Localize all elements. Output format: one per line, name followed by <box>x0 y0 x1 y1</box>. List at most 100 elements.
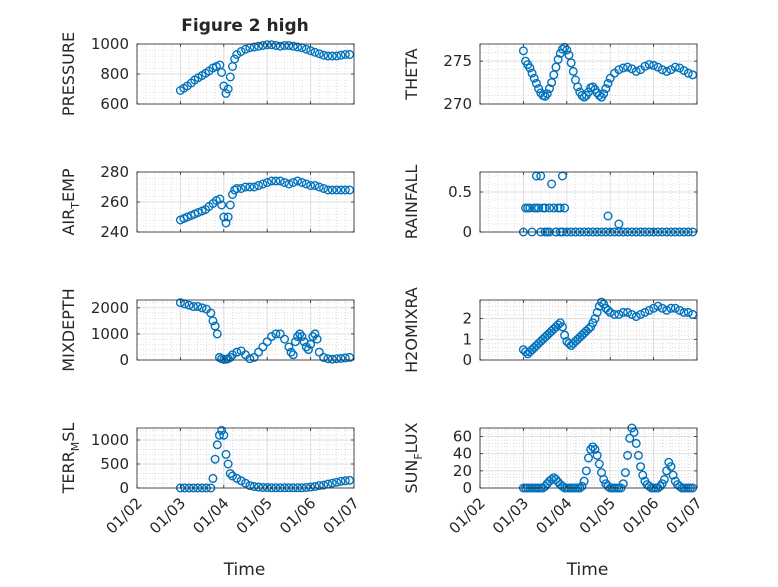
data-point <box>301 342 311 352</box>
subplot-2: 270 275 THETA <box>402 42 698 113</box>
data-point <box>262 177 272 187</box>
y-tick-label: 1000 <box>91 431 129 449</box>
y-axis-label: MIXDEPTH <box>59 288 78 371</box>
data-point <box>555 203 565 213</box>
data-point <box>664 457 674 467</box>
y-axis-label-rest: LUX <box>402 422 421 453</box>
data-point <box>540 203 550 213</box>
data-point <box>679 307 689 317</box>
data-point <box>627 64 637 74</box>
data-point <box>666 303 676 313</box>
axes-box <box>479 43 698 105</box>
data-point <box>208 473 218 483</box>
data-point <box>197 303 207 313</box>
data-point <box>332 354 342 364</box>
data-point <box>227 189 237 199</box>
data-point <box>293 42 303 52</box>
data-point <box>577 481 587 491</box>
data-point <box>271 176 281 186</box>
data-point <box>340 50 350 60</box>
data-point <box>245 354 255 364</box>
subplot-5: 0 1000 2000 MIXDEPTH <box>59 288 355 372</box>
data-point <box>212 329 222 339</box>
data-point <box>657 65 667 75</box>
plot-area <box>137 428 354 488</box>
data-point <box>584 453 594 463</box>
data-point <box>588 82 598 92</box>
data-point <box>603 481 613 491</box>
data-point <box>618 479 628 489</box>
data-point <box>534 84 544 94</box>
data-point <box>657 479 667 489</box>
y-axis-label-rest: SL <box>59 423 78 442</box>
data-point <box>518 46 528 56</box>
y-axis-label: THETA <box>402 48 421 100</box>
data-point <box>288 41 298 51</box>
data-point <box>262 337 272 347</box>
y-axis-label: RAINFALL <box>402 165 421 240</box>
data-point <box>223 459 233 469</box>
data-point <box>566 58 576 68</box>
data-point <box>301 179 311 189</box>
data-point <box>605 307 615 317</box>
data-point <box>688 70 698 80</box>
data-point <box>284 179 294 189</box>
y-tick-label: 0 <box>462 223 472 241</box>
data-point <box>679 66 689 76</box>
data-point <box>688 309 698 319</box>
data-point <box>327 185 337 195</box>
data-series <box>175 176 355 228</box>
data-point <box>336 50 346 60</box>
data-point <box>605 73 615 83</box>
y-axis-label-rest: EMP <box>59 168 78 202</box>
data-point <box>644 481 654 491</box>
data-point <box>271 41 281 51</box>
data-point <box>659 474 669 484</box>
y-axis-label-subscript: M <box>69 442 82 452</box>
y-tick-label: 0 <box>462 479 472 497</box>
data-point <box>240 478 250 488</box>
data-point <box>262 40 272 50</box>
data-point <box>210 454 220 464</box>
data-point <box>310 47 320 57</box>
y-tick-label: 800 <box>100 65 129 83</box>
data-point <box>662 305 672 315</box>
data-point <box>327 478 337 488</box>
data-point <box>221 218 231 228</box>
subplot-4: 0 0.5 RAINFALL <box>402 165 698 241</box>
y-tick-label: 240 <box>100 223 129 241</box>
data-point <box>568 66 578 76</box>
data-point <box>221 88 231 98</box>
data-point <box>297 332 307 342</box>
axes-box <box>479 299 698 361</box>
data-point <box>223 84 233 94</box>
data-point <box>618 63 628 73</box>
data-point <box>249 182 259 192</box>
y-tick-label: 1 <box>462 330 472 348</box>
y-axis-label: PRESSURE <box>59 32 78 116</box>
data-point <box>631 312 641 322</box>
data-point <box>590 314 600 324</box>
data-point <box>232 183 242 193</box>
data-point <box>254 41 264 51</box>
data-point <box>557 44 567 54</box>
data-point <box>560 330 570 340</box>
data-point <box>310 180 320 190</box>
data-point <box>188 302 198 312</box>
data-point <box>625 433 635 443</box>
data-point <box>249 42 259 52</box>
data-point <box>557 481 567 491</box>
data-point <box>308 332 318 342</box>
data-point <box>236 183 246 193</box>
data-point <box>249 352 259 362</box>
data-point <box>581 466 591 476</box>
data-point <box>193 207 203 217</box>
data-point <box>217 425 227 435</box>
axes-box <box>136 299 355 361</box>
data-point <box>225 200 235 210</box>
data-point <box>319 183 329 193</box>
data-point <box>208 316 218 326</box>
data-point <box>345 185 355 195</box>
data-point <box>584 324 594 334</box>
data-point <box>314 481 324 491</box>
